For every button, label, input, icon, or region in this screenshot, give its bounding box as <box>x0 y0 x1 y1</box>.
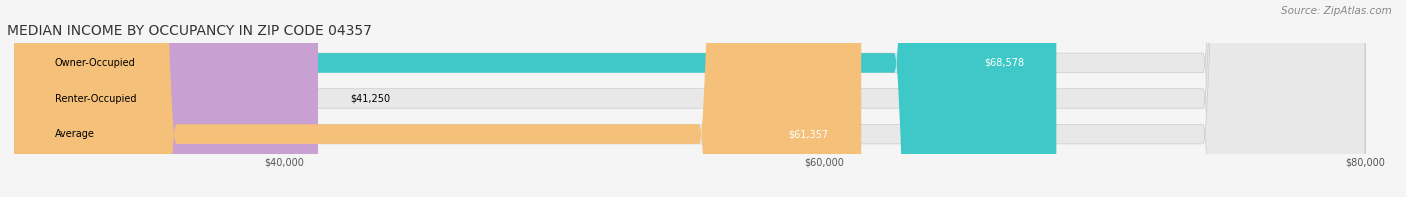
Text: Renter-Occupied: Renter-Occupied <box>55 94 136 103</box>
Text: $68,578: $68,578 <box>984 58 1024 68</box>
Text: $41,250: $41,250 <box>350 94 391 103</box>
Text: MEDIAN INCOME BY OCCUPANCY IN ZIP CODE 04357: MEDIAN INCOME BY OCCUPANCY IN ZIP CODE 0… <box>7 24 373 38</box>
FancyBboxPatch shape <box>14 0 1365 197</box>
Text: Source: ZipAtlas.com: Source: ZipAtlas.com <box>1281 6 1392 16</box>
FancyBboxPatch shape <box>14 0 318 197</box>
Text: $61,357: $61,357 <box>789 129 828 139</box>
FancyBboxPatch shape <box>14 0 1365 197</box>
Text: Owner-Occupied: Owner-Occupied <box>55 58 135 68</box>
FancyBboxPatch shape <box>14 0 1056 197</box>
FancyBboxPatch shape <box>14 0 862 197</box>
Text: Average: Average <box>55 129 94 139</box>
FancyBboxPatch shape <box>14 0 1365 197</box>
